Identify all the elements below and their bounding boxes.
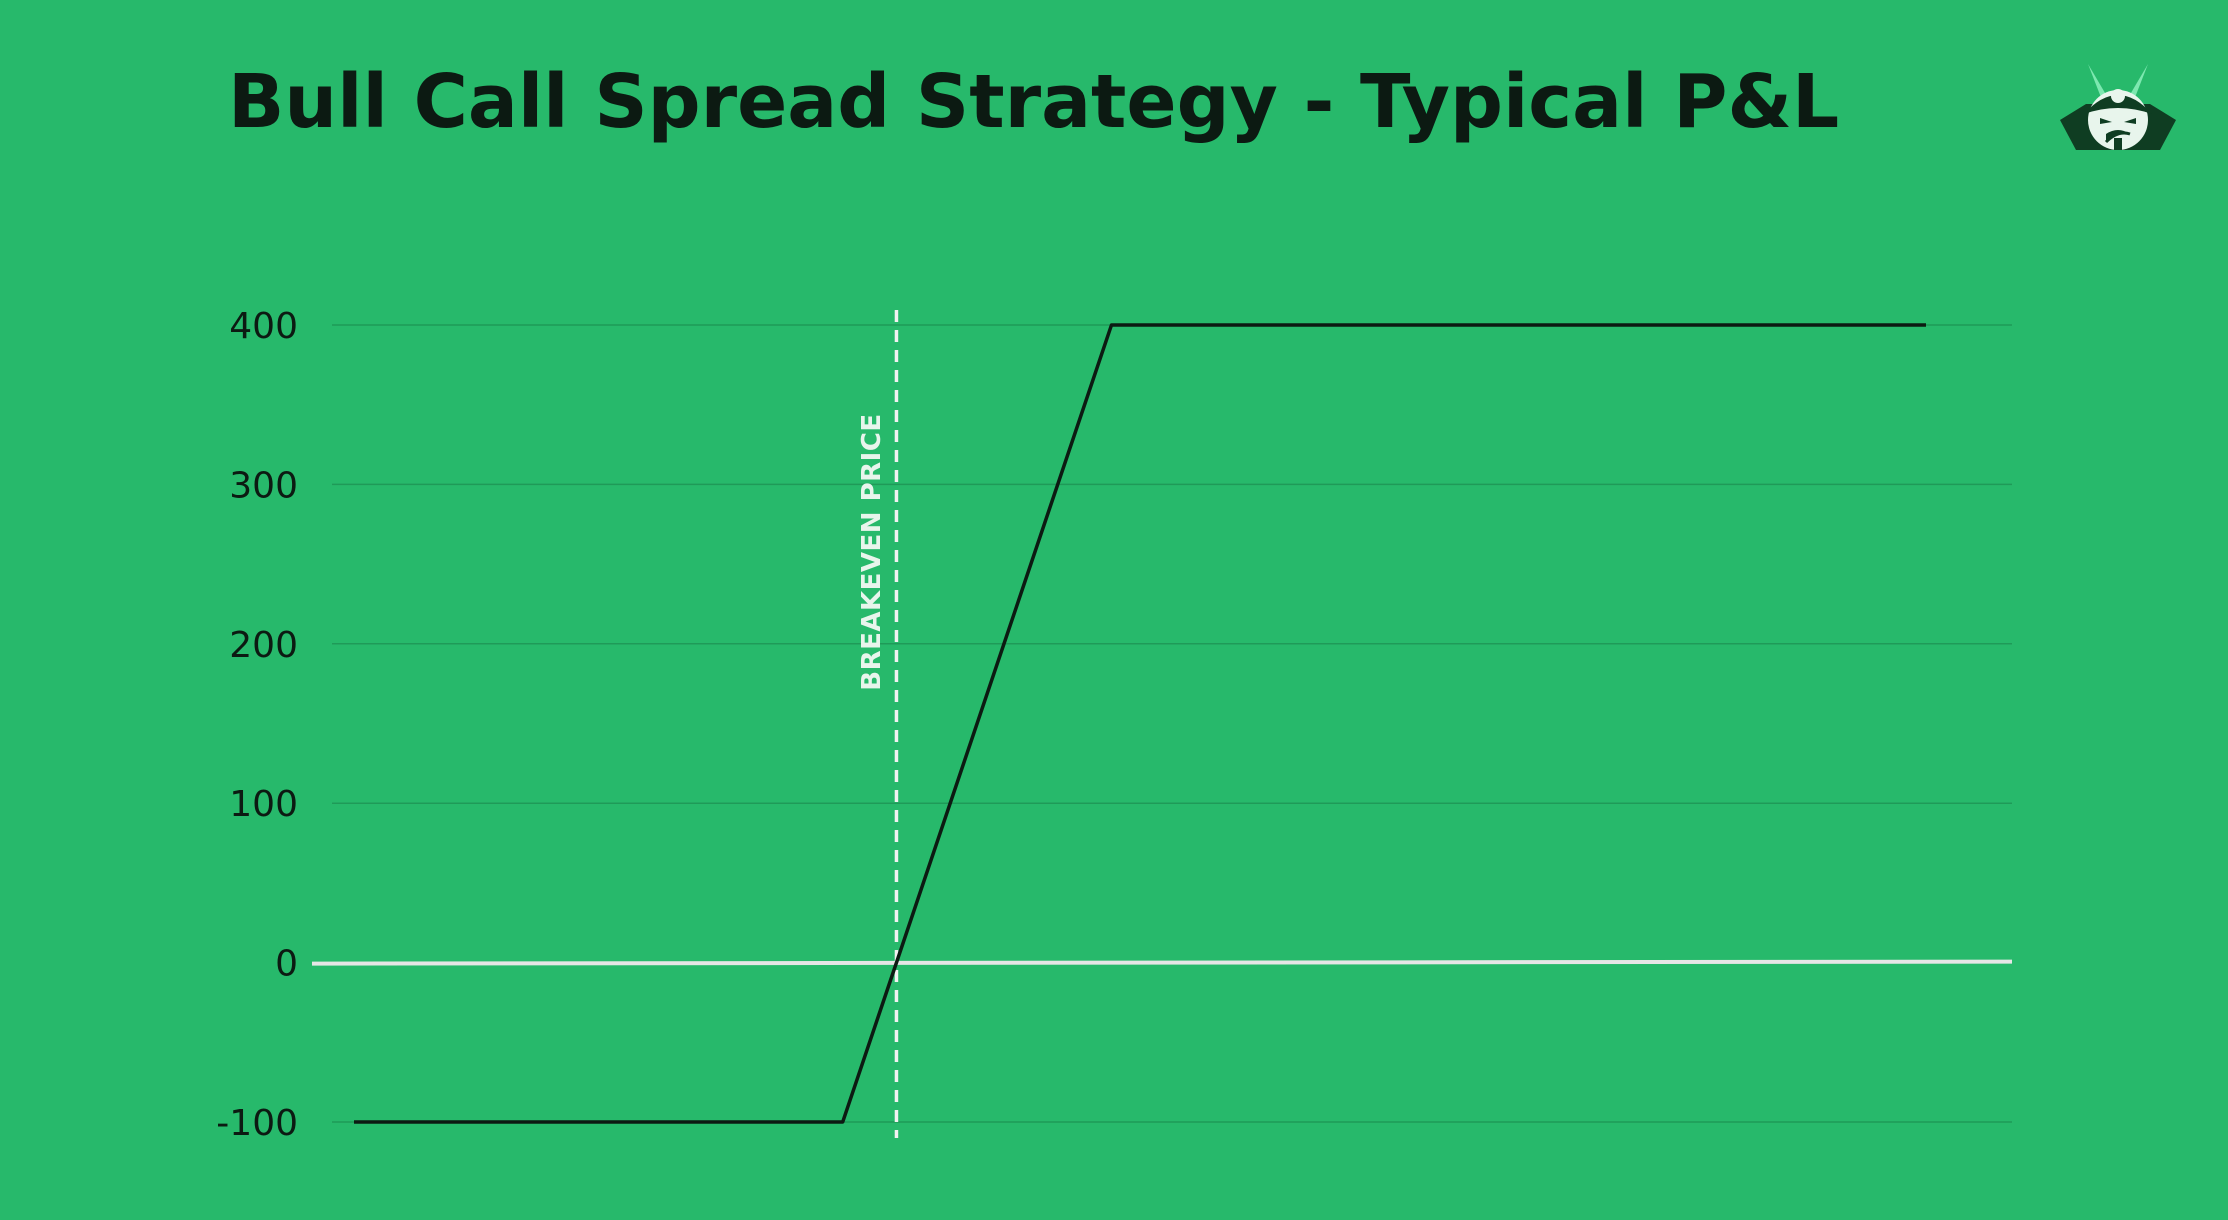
series-layer [354,323,1926,1124]
y-tick-label: 400 [229,306,298,347]
pnl-line [354,323,1926,1124]
y-tick-label: 100 [229,784,298,825]
y-axis-ticks: 400 300 200 100 0 -100 [216,306,298,1144]
gridlines [332,324,2012,1123]
zero-line [311,959,2013,966]
y-tick-label: 0 [275,944,298,985]
zero-line-layer [311,959,2013,966]
page-title: Bull Call Spread Strategy - Typical P&L [228,59,1840,145]
annotation-layer: BREAKEVEN PRICE [857,310,899,1138]
y-tick-label: -100 [216,1103,298,1144]
y-tick-label: 300 [229,465,298,506]
breakeven-label: BREAKEVEN PRICE [857,413,887,690]
y-tick-label: 200 [229,625,298,666]
samurai-mascot-icon [2056,58,2180,158]
